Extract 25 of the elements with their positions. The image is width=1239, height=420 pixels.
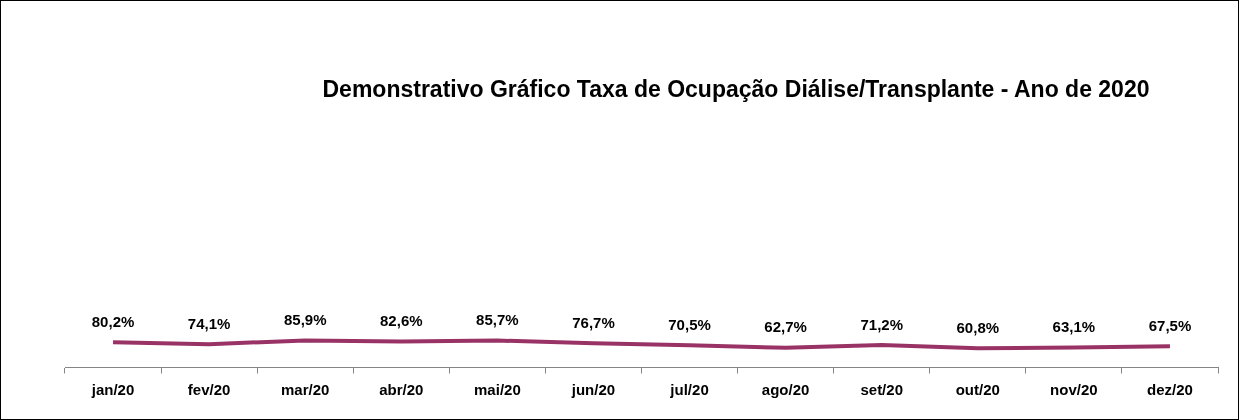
data-label: 80,2% (91, 312, 135, 330)
x-tick-label: jan/20 (90, 380, 135, 398)
x-tick-label: jun/20 (570, 380, 616, 398)
x-tick-label: abr/20 (379, 380, 424, 398)
x-tick-label: jul/20 (669, 380, 709, 398)
data-label: 62,7% (764, 318, 807, 336)
data-label: 70,5% (668, 315, 711, 333)
x-tick-label: out/20 (955, 380, 1000, 398)
x-tick-label: dez/20 (1147, 380, 1193, 398)
chart-title: Demonstrativo Gráfico Taxa de Ocupação Diálise/Transplante - Ano de 2020 (321, 75, 1151, 104)
data-label: 74,1% (187, 314, 231, 332)
x-tick-label: mai/20 (474, 380, 521, 398)
data-label: 71,2% (860, 315, 903, 333)
x-tick-label: ago/20 (761, 380, 810, 398)
x-tick-label: mar/20 (281, 380, 330, 398)
x-tick-label: fev/20 (187, 380, 231, 398)
data-label: 63,1% (1052, 318, 1096, 336)
x-tick-label: nov/20 (1050, 380, 1098, 398)
data-label: 60,8% (956, 318, 1000, 336)
x-tick-label: set/20 (860, 380, 903, 398)
data-label: 76,7% (572, 313, 615, 331)
data-label: 85,9% (283, 311, 327, 329)
data-label: 67,5% (1148, 316, 1192, 334)
data-label: 85,7% (476, 311, 519, 329)
data-label: 82,6% (380, 312, 423, 330)
